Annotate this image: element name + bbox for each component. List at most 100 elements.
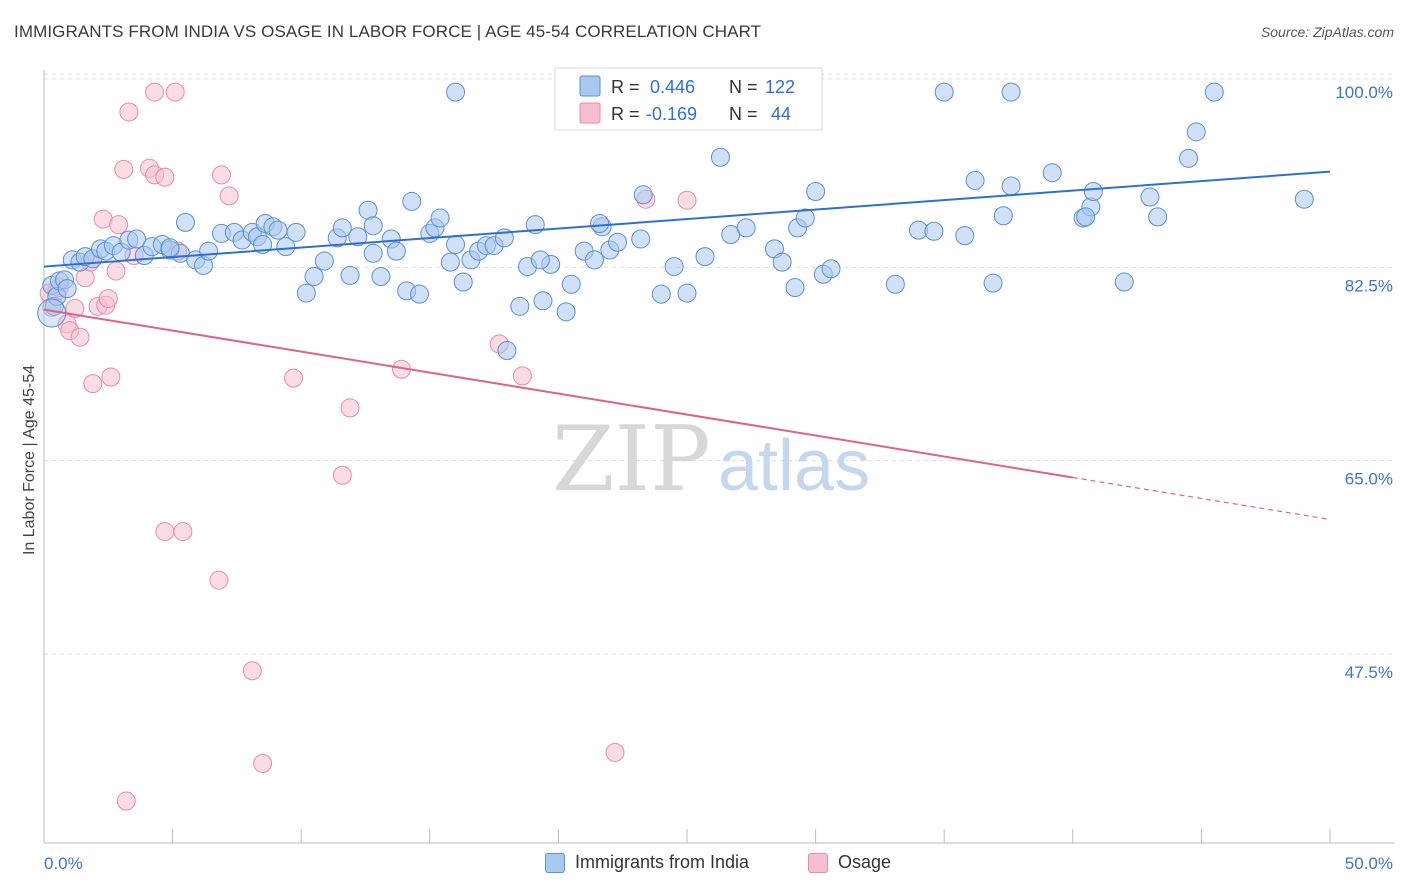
osage-point-34 (340, 398, 360, 418)
series-legend: Immigrants from India Osage (0, 852, 1406, 878)
axes (43, 70, 1395, 844)
osage-point-40 (677, 190, 697, 210)
legend-r-label-osage: R = (611, 104, 640, 124)
india-point-75 (633, 185, 653, 205)
india-point-44 (371, 267, 391, 287)
india-point-113 (1114, 272, 1134, 292)
india-point-40 (340, 265, 360, 285)
india-point-86 (795, 208, 815, 228)
india-point-77 (664, 257, 684, 277)
legend-label-india: Immigrants from India (575, 852, 750, 872)
x-tick-labels: 0.0% 50.0% (44, 854, 1393, 873)
india-point-111 (1179, 148, 1199, 168)
india-point-110 (1186, 122, 1206, 142)
osage-point-10 (83, 374, 103, 394)
watermark: ZIP atlas (552, 407, 870, 512)
india-point-96 (1001, 176, 1021, 196)
watermark-zip: ZIP (552, 407, 711, 512)
legend-n-label-india: N = (729, 77, 758, 97)
india-point-37 (314, 251, 334, 271)
legend-item-india: Immigrants from India (545, 852, 749, 873)
india-point-87 (806, 181, 826, 201)
india-point-39 (332, 218, 352, 238)
india-point-36 (304, 267, 324, 287)
osage-point-43 (165, 82, 185, 102)
chart-source: Source: ZipAtlas.com (1260, 24, 1394, 40)
osage-point-37 (512, 366, 532, 386)
legend-n-label-osage: N = (729, 104, 758, 124)
correlation-legend: R = 0.446 N = 122 R = -0.169 N = 44 (554, 67, 823, 131)
india-point-62 (510, 296, 530, 316)
osage-point-14 (98, 289, 118, 309)
osage-point-27 (209, 570, 229, 590)
osage-point-42 (145, 82, 165, 102)
india-point-104 (1001, 82, 1021, 102)
india-point-102 (1148, 207, 1168, 227)
legend-swatch-india (579, 75, 601, 97)
osage-point-18 (114, 159, 134, 179)
series-india-points (37, 82, 1314, 360)
osage-point-15 (101, 367, 121, 387)
india-point-61 (497, 340, 517, 360)
x-tick-label-0: 0.0% (44, 854, 83, 873)
y-tick-label-1: 65.0% (1345, 470, 1393, 489)
india-point-107 (446, 82, 466, 102)
osage-point-16 (106, 261, 126, 281)
india-point-80 (710, 147, 730, 167)
india-point-70 (584, 250, 604, 270)
india-point-103 (934, 82, 954, 102)
india-point-97 (1042, 163, 1062, 183)
india-point-109 (1076, 207, 1096, 227)
osage-point-17 (109, 215, 129, 235)
india-point-114 (530, 250, 550, 270)
y-tick-label-0: 47.5% (1345, 663, 1393, 682)
india-point-84 (772, 252, 792, 272)
watermark-atlas: atlas (718, 426, 870, 506)
india-point-105 (1204, 82, 1224, 102)
india-point-33 (276, 237, 296, 257)
india-point-76 (651, 284, 671, 304)
osage-point-23 (155, 167, 175, 187)
osage-point-25 (173, 522, 193, 542)
india-trend-line (43, 170, 1331, 268)
india-point-68 (561, 274, 581, 294)
y-tick-label-2: 82.5% (1345, 276, 1393, 295)
india-point-52 (430, 208, 450, 228)
osage-trend-line (43, 308, 1073, 479)
india-point-46 (386, 241, 406, 261)
osage-point-32 (283, 368, 303, 388)
osage-point-41 (116, 791, 136, 811)
india-point-67 (556, 302, 576, 322)
india-point-41 (348, 227, 368, 247)
osage-point-19 (119, 102, 139, 122)
india-point-115 (590, 213, 610, 233)
india-point-49 (410, 284, 430, 304)
india-point-53 (440, 252, 460, 272)
india-point-112 (1294, 189, 1314, 209)
chart-title: IMMIGRANTS FROM INDIA VS OSAGE IN LABOR … (14, 22, 762, 41)
india-point-5 (57, 279, 77, 299)
osage-point-30 (242, 661, 262, 681)
india-point-100 (1083, 181, 1103, 201)
india-point-55 (453, 272, 473, 292)
legend-r-value-osage: -0.169 (646, 104, 697, 124)
india-point-117 (885, 274, 905, 294)
trend-lines (43, 170, 1331, 521)
legend-n-value-india: 122 (765, 77, 795, 97)
legend-r-value-india: 0.446 (650, 77, 695, 97)
india-point-65 (533, 291, 553, 311)
y-tick-label-3: 100.0% (1335, 83, 1393, 102)
india-point-73 (608, 232, 628, 252)
legend-n-value-osage: 44 (771, 104, 791, 124)
india-point-119 (253, 234, 273, 254)
india-point-101 (1140, 187, 1160, 207)
india-point-15 (127, 229, 147, 249)
india-point-94 (983, 273, 1003, 293)
india-point-120 (160, 238, 180, 258)
india-point-32 (268, 220, 288, 240)
legend-swatch-osage-bottom (808, 852, 828, 873)
legend-r-label-india: R = (611, 77, 640, 97)
india-point-82 (736, 218, 756, 238)
india-point-95 (993, 206, 1013, 226)
